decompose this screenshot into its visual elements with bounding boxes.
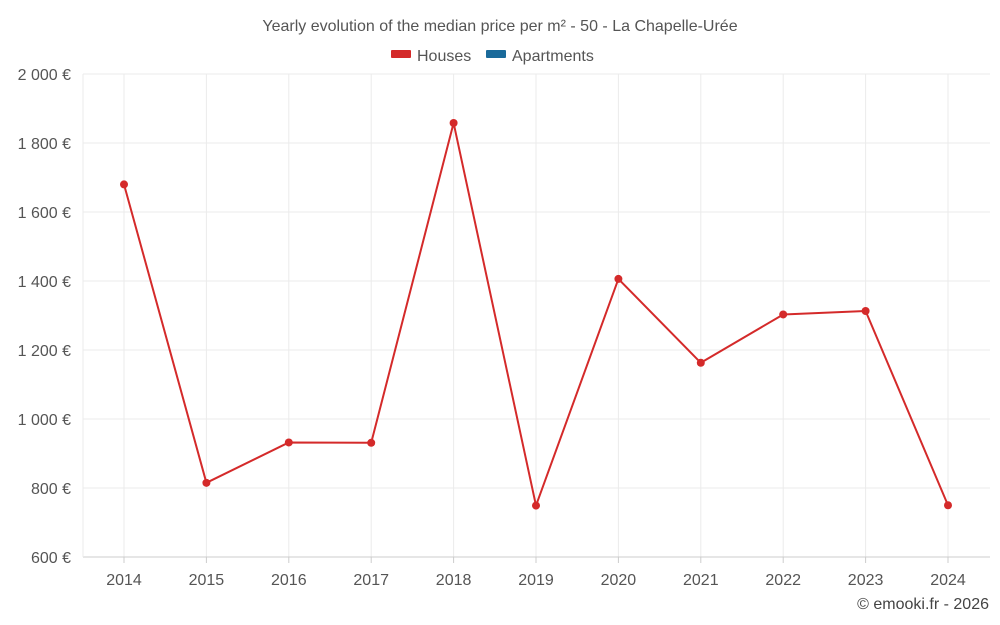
- chart-title: Yearly evolution of the median price per…: [262, 18, 737, 35]
- data-point-houses[interactable]: [779, 310, 788, 319]
- legend-swatch-houses: [391, 50, 411, 58]
- data-point-houses[interactable]: [861, 307, 870, 316]
- y-tick-label: 600 €: [31, 550, 71, 567]
- legend-label-apartments: Apartments: [512, 48, 594, 65]
- legend-swatch-apartments: [486, 50, 506, 58]
- y-tick-label: 1 200 €: [18, 343, 71, 360]
- x-tick-label: 2017: [353, 572, 389, 589]
- x-axis-ticks: 2014 2015 2016 2017 2018 2019 2020 2021 2022 2023…: [106, 572, 966, 589]
- grid: [83, 73, 990, 557]
- data-point-houses[interactable]: [532, 501, 540, 510]
- data-point-houses[interactable]: [367, 438, 376, 447]
- x-tick-label: 2018: [436, 572, 472, 589]
- y-tick-label: 1 800 €: [18, 136, 71, 153]
- data-point-houses[interactable]: [944, 501, 952, 510]
- legend-item-apartments[interactable]: Apartments: [486, 48, 594, 65]
- x-tick-label: 2015: [189, 572, 225, 589]
- legend-item-houses[interactable]: Houses: [391, 48, 471, 65]
- x-tick-label: 2024: [930, 572, 966, 589]
- y-tick-label: 2 000 €: [18, 67, 71, 84]
- legend: Houses Apartments: [391, 48, 594, 65]
- legend-label-houses: Houses: [417, 48, 471, 65]
- data-point-houses[interactable]: [120, 180, 128, 189]
- series: [120, 118, 952, 510]
- series-houses: [120, 118, 952, 510]
- x-tick-label: 2020: [601, 572, 637, 589]
- x-tick-label: 2022: [765, 572, 801, 589]
- data-point-houses[interactable]: [696, 358, 705, 367]
- data-point-houses[interactable]: [284, 438, 293, 447]
- data-point-houses[interactable]: [614, 274, 623, 283]
- y-tick-label: 1 000 €: [18, 412, 71, 429]
- x-tick-label: 2021: [683, 572, 719, 589]
- axes: [82, 74, 990, 563]
- data-point-houses[interactable]: [449, 118, 458, 127]
- y-tick-label: 1 600 €: [18, 205, 71, 222]
- x-tick-label: 2014: [106, 572, 142, 589]
- y-axis-ticks: 600 € 800 € 1 000 € 1 200 € 1 400 € 1 600 € 1 …: [18, 67, 71, 567]
- data-point-houses[interactable]: [202, 478, 211, 487]
- y-tick-label: 1 400 €: [18, 274, 71, 291]
- x-tick-label: 2023: [848, 572, 884, 589]
- x-tick-label: 2019: [518, 572, 554, 589]
- y-tick-label: 800 €: [31, 481, 71, 498]
- credit-text: © emooki.fr - 2026: [857, 596, 989, 613]
- x-tick-label: 2016: [271, 572, 307, 589]
